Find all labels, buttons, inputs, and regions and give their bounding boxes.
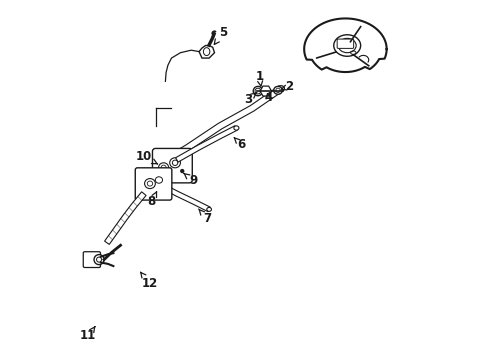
Text: 2: 2	[281, 80, 293, 93]
Ellipse shape	[172, 160, 178, 166]
Text: 4: 4	[264, 91, 272, 104]
PathPatch shape	[158, 182, 210, 212]
FancyBboxPatch shape	[83, 252, 100, 267]
Ellipse shape	[147, 181, 153, 186]
Text: 12: 12	[141, 272, 158, 291]
Polygon shape	[260, 86, 271, 96]
PathPatch shape	[175, 126, 237, 162]
Text: 5: 5	[214, 26, 228, 44]
Ellipse shape	[277, 86, 285, 91]
Ellipse shape	[255, 88, 261, 94]
Ellipse shape	[234, 126, 239, 130]
Text: 10: 10	[136, 150, 157, 164]
Ellipse shape	[170, 158, 180, 168]
Polygon shape	[199, 45, 215, 58]
Circle shape	[94, 255, 104, 265]
Circle shape	[97, 257, 101, 262]
Ellipse shape	[334, 35, 361, 56]
Ellipse shape	[253, 86, 263, 96]
Ellipse shape	[145, 179, 155, 189]
Ellipse shape	[159, 163, 169, 172]
Text: 8: 8	[147, 192, 157, 208]
Text: 1: 1	[255, 69, 264, 86]
Ellipse shape	[207, 207, 212, 211]
PathPatch shape	[168, 86, 283, 161]
FancyBboxPatch shape	[135, 168, 172, 200]
Text: 7: 7	[198, 209, 211, 225]
Ellipse shape	[338, 39, 356, 53]
Text: 6: 6	[234, 138, 245, 151]
Ellipse shape	[274, 86, 282, 94]
Circle shape	[180, 169, 184, 173]
Ellipse shape	[161, 165, 166, 170]
Ellipse shape	[155, 177, 163, 183]
PathPatch shape	[104, 192, 146, 244]
FancyBboxPatch shape	[152, 148, 192, 183]
Text: 3: 3	[244, 93, 257, 106]
FancyBboxPatch shape	[337, 39, 354, 48]
Text: 9: 9	[184, 173, 197, 187]
Text: 11: 11	[80, 327, 97, 342]
Ellipse shape	[276, 88, 280, 93]
